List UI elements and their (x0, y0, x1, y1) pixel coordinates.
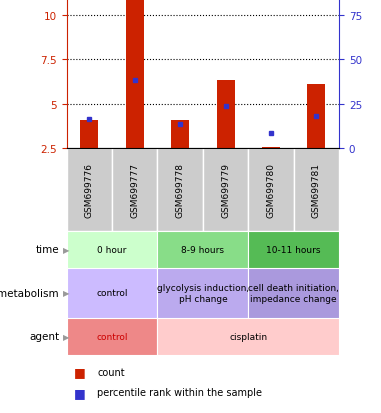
Text: count: count (97, 367, 125, 377)
Text: agent: agent (29, 332, 59, 342)
Bar (294, 149, 339, 231)
Bar (67, 318, 157, 355)
Text: ■: ■ (74, 365, 86, 378)
Text: time: time (35, 245, 59, 255)
Bar (112, 149, 157, 231)
Bar (157, 318, 339, 355)
Bar (216, 81, 235, 149)
Bar (157, 149, 203, 231)
Text: GSM699777: GSM699777 (130, 163, 139, 217)
Text: GSM699780: GSM699780 (266, 163, 275, 217)
Bar (67, 268, 157, 318)
Text: cisplatin: cisplatin (229, 332, 267, 341)
Text: ▶: ▶ (63, 245, 69, 254)
Text: 8-9 hours: 8-9 hours (181, 245, 224, 254)
Bar (157, 231, 248, 268)
Bar (126, 0, 144, 149)
Bar (248, 268, 339, 318)
Text: control: control (96, 289, 128, 298)
Bar (67, 231, 157, 268)
Text: cell death initiation,
impedance change: cell death initiation, impedance change (248, 284, 339, 303)
Text: glycolysis induction,
pH change: glycolysis induction, pH change (157, 284, 249, 303)
Text: GSM699778: GSM699778 (176, 163, 185, 217)
Text: 10-11 hours: 10-11 hours (266, 245, 321, 254)
Bar (171, 120, 189, 149)
Bar (248, 149, 294, 231)
Bar (248, 231, 339, 268)
Text: ▶: ▶ (63, 289, 69, 298)
Text: GSM699776: GSM699776 (85, 163, 94, 217)
Bar (67, 149, 112, 231)
Text: 0 hour: 0 hour (98, 245, 127, 254)
Bar (157, 268, 248, 318)
Text: control: control (96, 332, 128, 341)
Text: GSM699781: GSM699781 (312, 163, 321, 217)
Text: percentile rank within the sample: percentile rank within the sample (97, 387, 262, 397)
Bar (203, 149, 248, 231)
Bar (80, 120, 98, 149)
Bar (262, 148, 280, 149)
Text: ■: ■ (74, 386, 86, 399)
Text: ▶: ▶ (63, 332, 69, 341)
Bar (307, 85, 325, 149)
Text: GSM699779: GSM699779 (221, 163, 230, 217)
Text: metabolism: metabolism (0, 288, 59, 298)
